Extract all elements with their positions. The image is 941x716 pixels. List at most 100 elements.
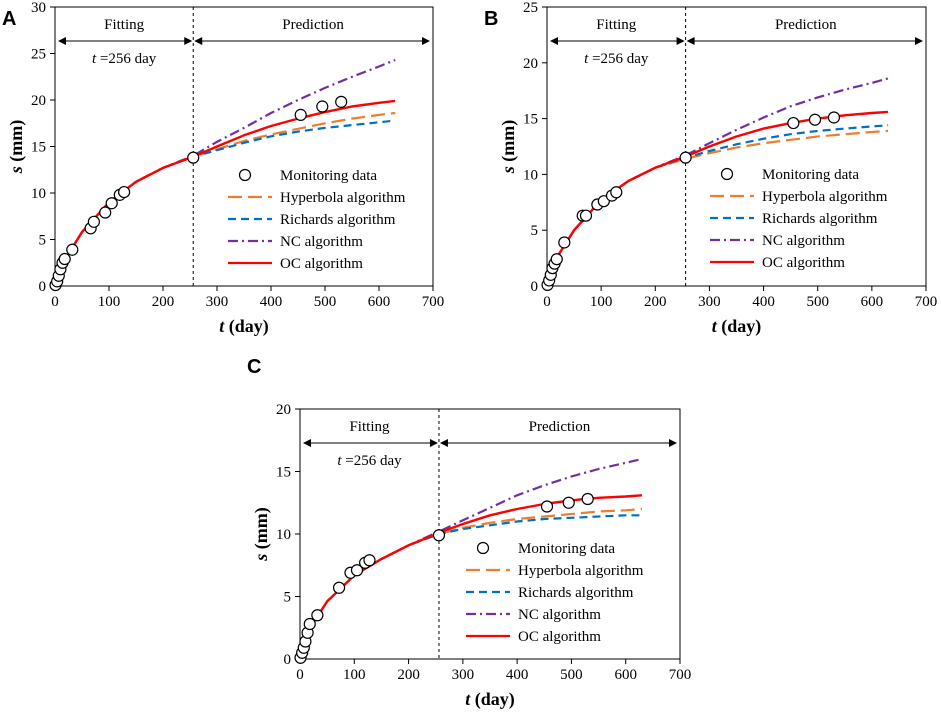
prediction-label: Prediction: [529, 419, 591, 435]
prediction-arrow-head-right: [669, 439, 677, 447]
legend-oc-algorithm-label: OC algorithm: [762, 255, 845, 271]
x-tick-label: 700: [915, 294, 938, 310]
legend-nc-algorithm-label: NC algorithm: [762, 233, 845, 249]
fitting-arrow-head-right: [676, 37, 685, 45]
fitting-arrow-head-left: [303, 439, 311, 447]
monitoring-data-point: [105, 197, 118, 210]
y-tick-label: 5: [531, 223, 539, 239]
legend: Monitoring data Hyperbola algorithm Richar…: [228, 168, 406, 272]
prediction-arrow-head-left: [194, 37, 203, 45]
prediction-arrow-head-left: [686, 37, 695, 45]
split-time-label-text: t =256 day: [584, 51, 649, 67]
series-hyperbola-algorithm: [298, 507, 643, 660]
x-tick-label: 400: [260, 294, 283, 310]
panel-label: B: [484, 8, 498, 30]
y-tick-label: 25: [523, 0, 538, 16]
legend-monitoring-label: Monitoring data: [280, 168, 377, 184]
legend-monitoring-label: Monitoring data: [518, 541, 615, 557]
monitoring-data-point: [303, 617, 316, 631]
y-tick-label: 10: [276, 527, 291, 543]
fitting-arrow-head-left: [550, 37, 558, 45]
x-axis-label-unit: (day): [470, 689, 515, 710]
prediction-arrow-head-left: [439, 439, 448, 447]
monitoring-data-point: [558, 236, 571, 249]
y-tick-label: 20: [31, 93, 46, 109]
y-axis-label-text: s (mm): [251, 507, 272, 562]
x-tick-label: 100: [590, 294, 613, 310]
prediction-arrow: [686, 37, 923, 45]
split-time-label-unit: =256 day: [96, 51, 157, 67]
x-axis-label-unit: (day): [717, 316, 762, 337]
y-tick-label: 10: [31, 186, 46, 202]
panel-label: C: [247, 356, 261, 378]
monitoring-data-point: [579, 209, 593, 222]
x-axis-label-text: t (day): [219, 316, 269, 337]
monitoring-data-point: [316, 100, 329, 113]
monitoring-data-point: [610, 186, 623, 199]
y-tick-label: 5: [284, 590, 292, 606]
monitoring-data-point: [335, 95, 348, 108]
x-tick-label: 700: [669, 667, 692, 683]
monitoring-data-point: [363, 554, 376, 567]
legend-monitoring-label: Monitoring data: [762, 167, 859, 183]
monitoring-data-point: [332, 581, 346, 594]
x-tick-label: 400: [506, 667, 529, 683]
fitting-label: Fitting: [104, 17, 145, 33]
legend-oc-algorithm-label: OC algorithm: [280, 256, 363, 272]
x-tick-label: 0: [543, 294, 551, 310]
x-tick-label: 600: [614, 667, 637, 683]
legend-monitoring-marker: [238, 168, 252, 182]
monitoring-data-point: [87, 215, 100, 228]
split-time-label-var: t: [337, 453, 342, 469]
y-tick-label: 20: [276, 402, 291, 418]
fitting-label: Fitting: [349, 419, 390, 435]
x-tick-label: 300: [452, 667, 475, 683]
monitoring-data-point: [350, 564, 364, 577]
y-tick-label: 0: [531, 279, 539, 295]
monitoring-data-point: [118, 185, 131, 199]
x-tick-label: 200: [397, 667, 420, 683]
plot-frame: [546, 6, 927, 287]
legend-monitoring-marker: [720, 167, 734, 181]
y-axis-label-var: s: [251, 554, 271, 562]
x-axis-label-var: t: [465, 689, 471, 709]
fitting-arrow-head-left: [58, 37, 66, 45]
prediction-arrow: [194, 37, 430, 45]
monitoring-data-point: [66, 243, 79, 256]
x-tick-label: 700: [422, 294, 445, 310]
y-axis-label-text: s (mm): [498, 120, 519, 175]
fitting-arrow-head-right: [184, 37, 193, 45]
y-tick-label: 15: [276, 465, 291, 481]
legend-oc-algorithm-label: OC algorithm: [518, 629, 601, 645]
x-tick-label: 600: [368, 294, 391, 310]
x-tick-label: 100: [343, 667, 366, 683]
split-time-label-unit: =256 day: [342, 453, 403, 469]
series-hyperbola-algorithm: [545, 129, 889, 287]
split-time-label-text: t =256 day: [337, 453, 402, 469]
monitoring-data-point: [827, 111, 841, 124]
y-tick-label: 30: [31, 0, 46, 16]
x-axis-label-text: t (day): [712, 316, 762, 337]
y-tick-label: 0: [284, 652, 292, 668]
y-axis-label-unit: (mm): [6, 120, 27, 166]
split-time-label-unit: =256 day: [588, 51, 649, 67]
chart-panel-b: B 0 100 200 300 400 500 600 700 0 5 10 15 20 25 t (day)…: [484, 0, 937, 337]
panel-label: A: [2, 8, 16, 30]
split-time-label-var: t: [584, 51, 589, 67]
y-axis-label-text: s (mm): [6, 120, 27, 175]
y-axis-label-unit: (mm): [498, 120, 519, 166]
x-tick-label: 300: [698, 294, 721, 310]
series-richards-algorithm: [545, 124, 889, 287]
plot-frame: [299, 408, 681, 660]
y-axis-label-var: s: [6, 166, 26, 174]
y-axis-label-unit: (mm): [251, 507, 272, 553]
x-axis-label-text: t (day): [465, 689, 515, 710]
legend-richards-algorithm-label: Richards algorithm: [762, 211, 878, 227]
x-tick-label: 100: [98, 294, 121, 310]
monitoring-data-point: [581, 492, 594, 506]
legend-monitoring-marker: [476, 541, 490, 555]
split-time-label-var: t: [92, 51, 97, 67]
x-tick-label: 600: [861, 294, 884, 310]
fitting-arrow: [58, 37, 193, 45]
x-axis-label-unit: (day): [224, 316, 269, 337]
